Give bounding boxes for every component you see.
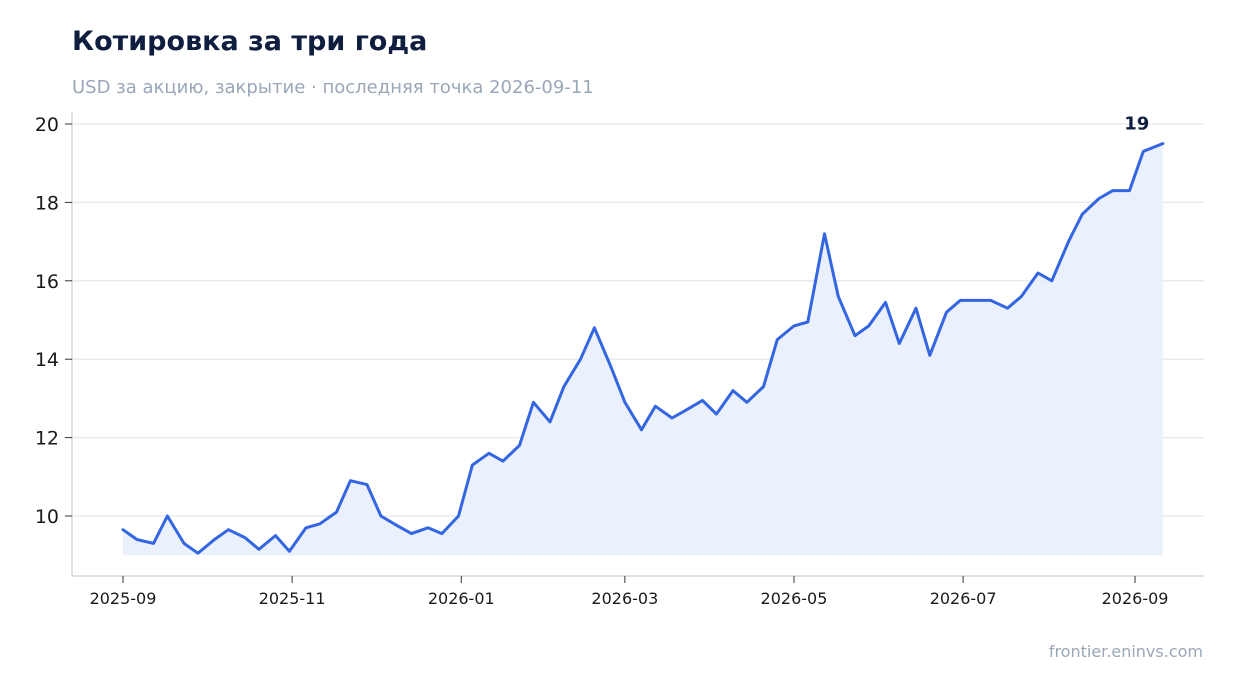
x-tick-label: 2026-07 — [930, 589, 997, 608]
y-tick-label: 20 — [35, 114, 59, 136]
price-area — [121, 142, 1165, 556]
y-tick-label: 18 — [35, 192, 59, 214]
end-value-label: 19 — [1124, 114, 1149, 135]
y-tick-label: 14 — [35, 349, 59, 371]
x-axis-ticks: 2025-09 2025-11 2026-01 2026-03 2026-05 2026-… — [90, 576, 1169, 608]
chart-subtitle: USD за акцию, закрытие · последняя точка… — [72, 77, 594, 98]
x-tick-label: 2025-11 — [259, 589, 326, 608]
area-fill — [123, 143, 1163, 556]
x-tick-label: 2026-05 — [761, 589, 828, 608]
price-line — [121, 142, 1165, 555]
y-tick-label: 12 — [35, 428, 59, 450]
end-label-group: 19 — [1124, 114, 1149, 135]
y-axis-ticks: 10 12 14 16 18 20 — [35, 114, 72, 528]
x-tick-label: 2025-09 — [90, 589, 157, 608]
axes — [71, 112, 1204, 577]
y-tick-label: 16 — [35, 271, 59, 293]
source-footer: frontier.eninvs.com — [1048, 642, 1203, 661]
y-tick-label: 10 — [35, 506, 59, 528]
x-tick-label: 2026-01 — [428, 589, 495, 608]
x-tick-label: 2026-03 — [591, 589, 658, 608]
chart-title: Котировка за три года — [72, 26, 428, 57]
x-tick-label: 2026-09 — [1102, 589, 1169, 608]
